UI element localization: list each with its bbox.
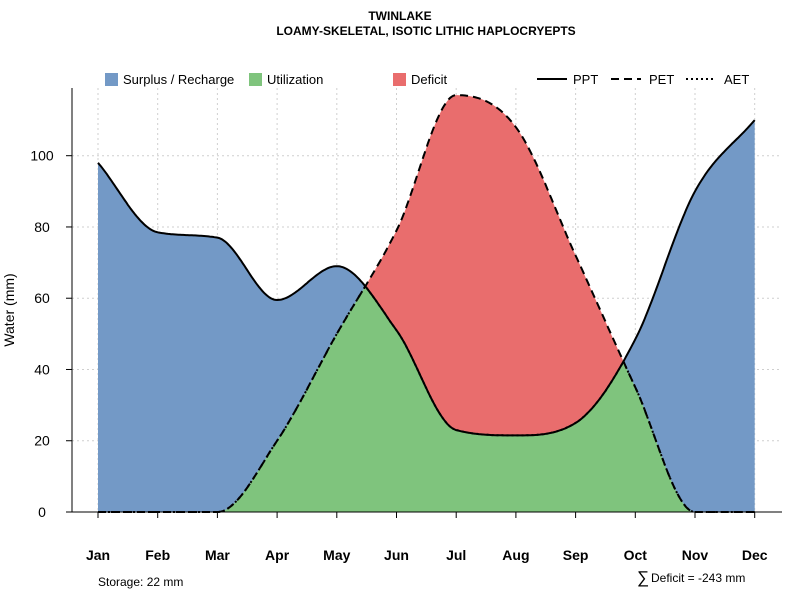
y-tick-label: 100 <box>30 148 54 164</box>
legend-label-utilization: Utilization <box>267 72 323 87</box>
axes: 0 20 40 60 80 100 Jan Feb Mar Apr May Jun Jul Aug Sep O… <box>30 88 782 563</box>
legend-label-ppt: PPT <box>573 72 598 87</box>
sum-icon: ∑ <box>637 568 649 587</box>
y-tick-label: 40 <box>34 361 50 377</box>
x-tick-label-feb: Feb <box>145 547 170 563</box>
x-tick-label-apr: Apr <box>265 547 290 563</box>
x-tick-label-nov: Nov <box>682 547 709 563</box>
chart-subtitle: LOAMY-SKELETAL, ISOTIC LITHIC HAPLOCRYEP… <box>276 24 575 38</box>
x-tick-label-jun: Jun <box>384 547 409 563</box>
x-tick-label-may: May <box>323 547 350 563</box>
chart-title: TWINLAKE <box>368 9 431 23</box>
y-tick-label: 0 <box>38 504 46 520</box>
legend-swatch-utilization <box>249 73 262 86</box>
y-tick-label: 20 <box>34 433 50 449</box>
area-utilization <box>98 286 755 512</box>
y-tick-label: 80 <box>34 219 50 235</box>
legend-label-aet: AET <box>724 72 749 87</box>
deficit-annotation: Deficit = -243 mm <box>651 571 745 585</box>
x-tick-label-dec: Dec <box>742 547 768 563</box>
x-tick-label-oct: Oct <box>624 547 648 563</box>
y-axis-label: Water (mm) <box>1 273 17 346</box>
legend-label-surplus: Surplus / Recharge <box>123 72 234 87</box>
legend: Surplus / Recharge Utilization Deficit P… <box>105 72 749 87</box>
series-line-aet <box>98 284 755 513</box>
legend-label-deficit: Deficit <box>411 72 448 87</box>
plot-areas <box>98 95 755 512</box>
legend-swatch-surplus <box>105 73 118 86</box>
x-tick-label-mar: Mar <box>205 547 230 563</box>
x-tick-label-jul: Jul <box>446 547 466 563</box>
storage-annotation: Storage: 22 mm <box>98 575 183 589</box>
x-tick-label-aug: Aug <box>502 547 529 563</box>
area-deficit <box>98 95 755 512</box>
x-tick-label-sep: Sep <box>563 547 589 563</box>
x-tick-label-jan: Jan <box>86 547 110 563</box>
y-tick-label: 60 <box>34 290 50 306</box>
legend-label-pet: PET <box>649 72 674 87</box>
legend-swatch-deficit <box>393 73 406 86</box>
